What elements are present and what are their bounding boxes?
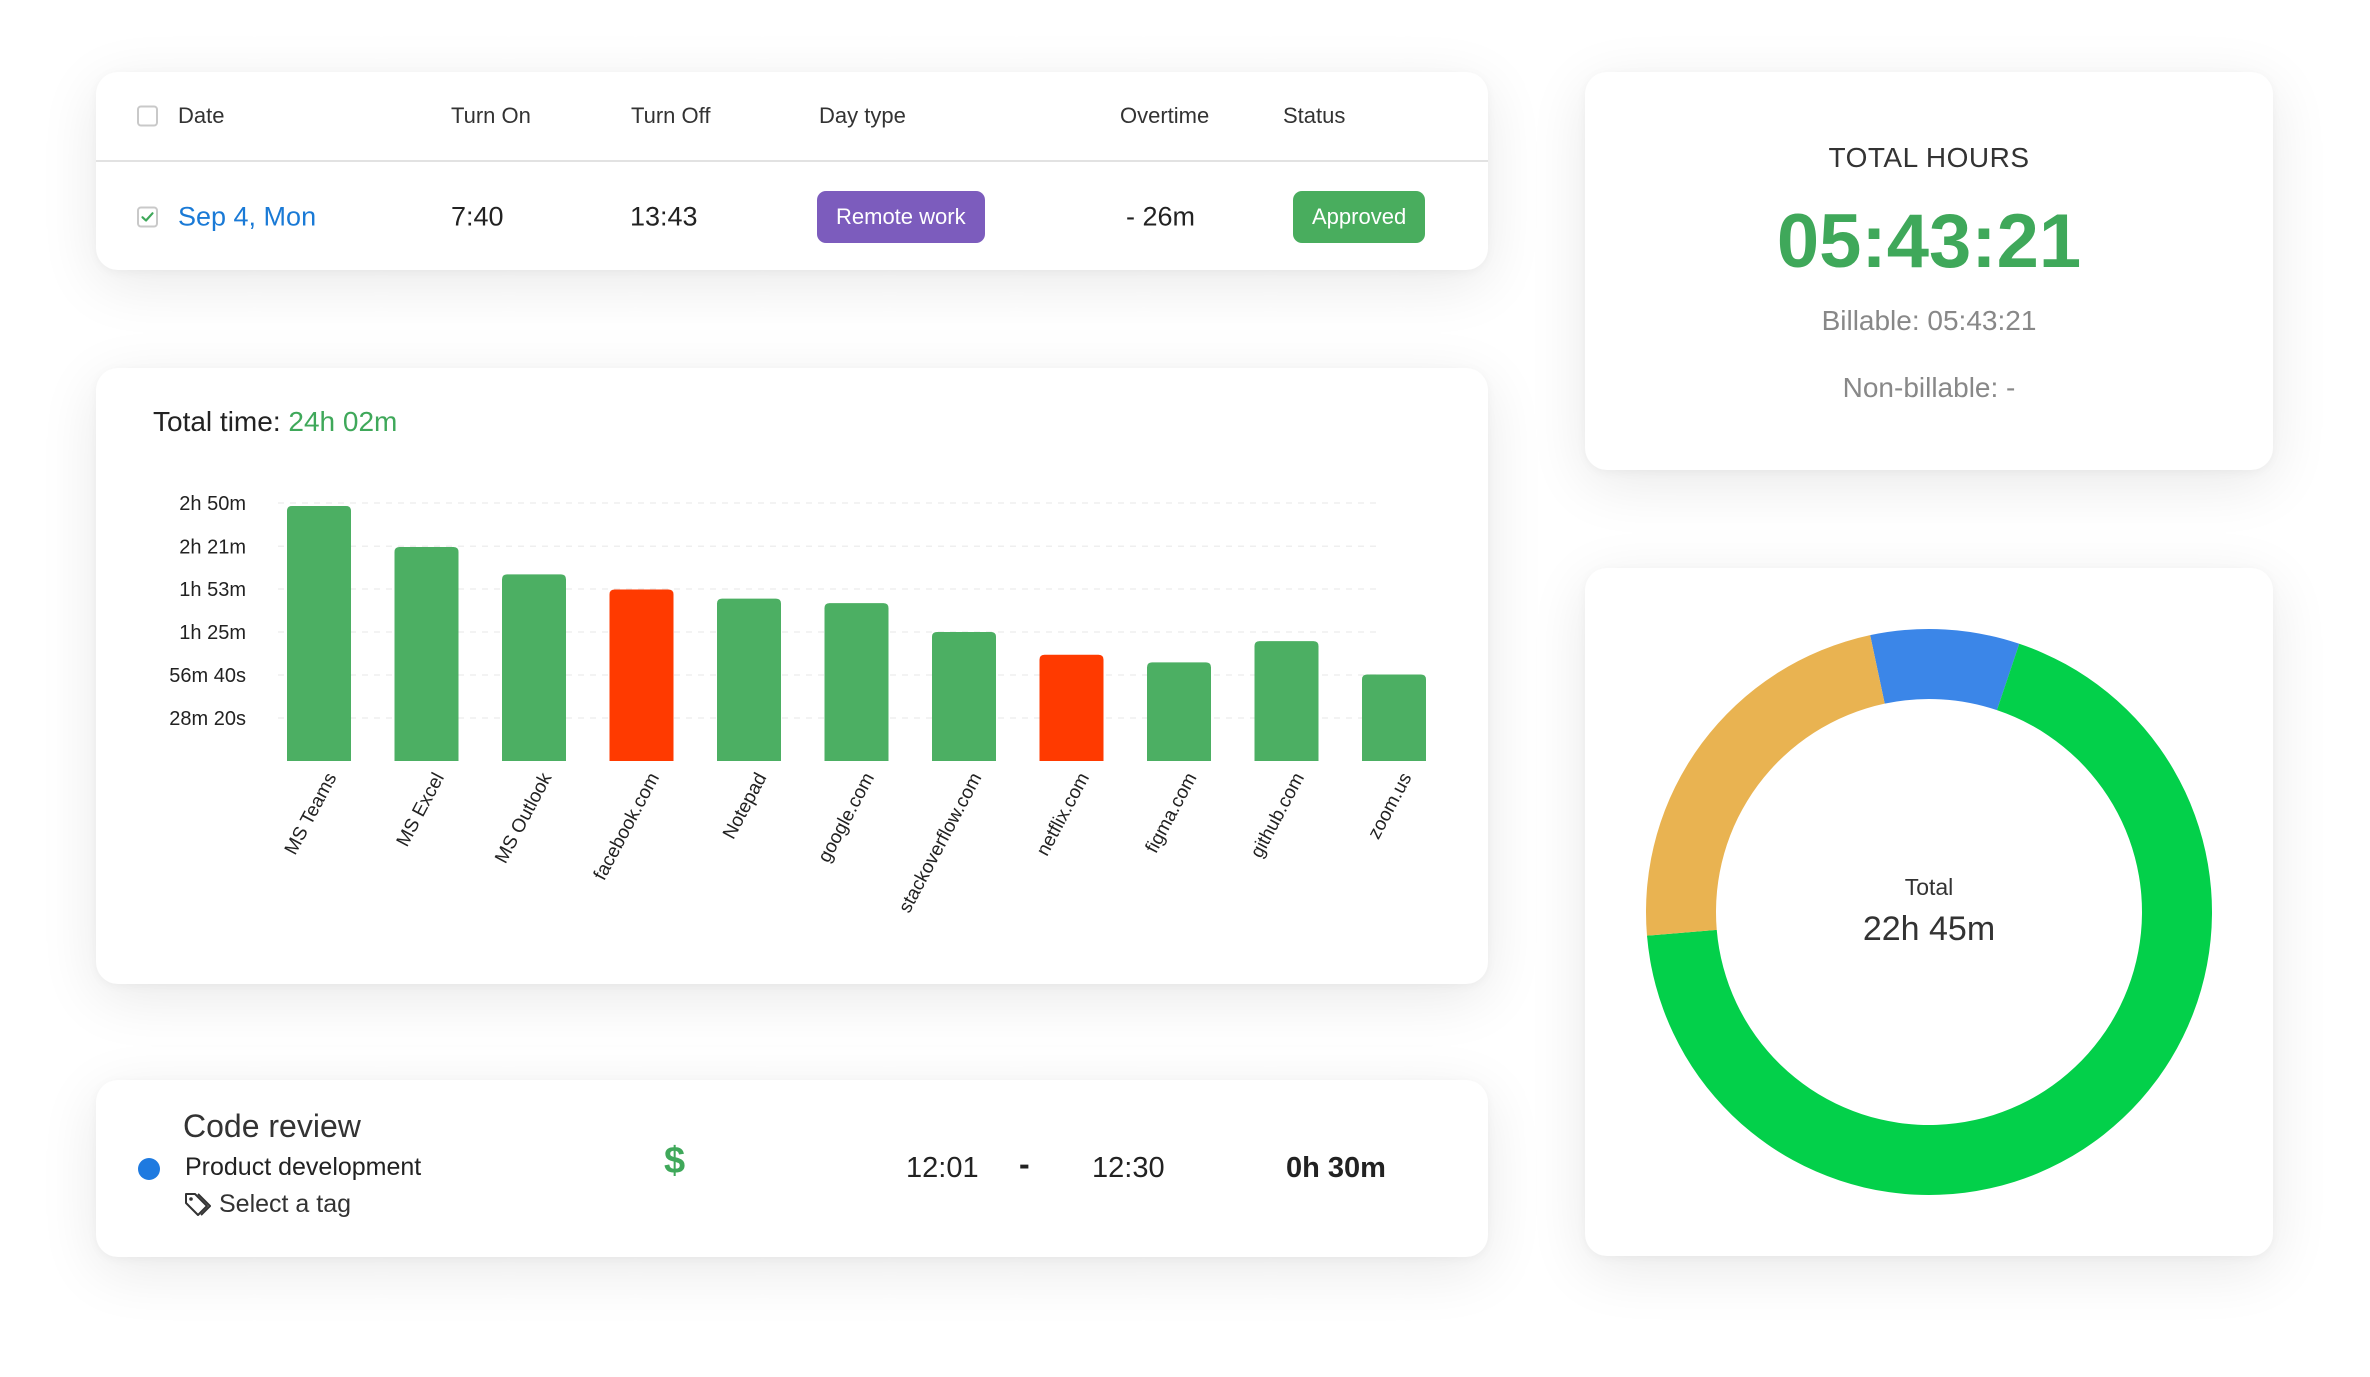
chart-title: Total time: 24h 02m — [153, 406, 397, 438]
bar-google-com[interactable] — [824, 603, 889, 761]
summary-donut-card: Total 22h 45m — [1585, 568, 2273, 1256]
total-time-label: Total time: — [153, 406, 281, 437]
x-tick-label: github.com — [1247, 769, 1309, 861]
non-billable-hours: Non-billable: - — [1842, 372, 2016, 403]
time-entry-card[interactable]: Code review Product development Select a… — [96, 1080, 1488, 1257]
entry-start-time[interactable]: 12:01 — [906, 1152, 979, 1184]
total-hours-card: TOTAL HOURS 05:43:21 Billable: 05:43:21 … — [1585, 72, 2273, 470]
row-checkbox[interactable] — [137, 206, 158, 228]
bar-ms-excel[interactable] — [394, 547, 459, 761]
check-icon — [141, 212, 154, 222]
column-header-overtime[interactable]: Overtime — [1120, 103, 1210, 128]
select-all-checkbox[interactable] — [137, 105, 158, 127]
bar-facebook-com[interactable] — [609, 589, 674, 761]
x-tick-label: netflix.com — [1033, 769, 1094, 859]
attendance-table-card: Date Turn On Turn Off Day type Overtime … — [96, 72, 1488, 270]
total-hours-label: TOTAL HOURS — [1828, 142, 2030, 173]
bar-ms-outlook[interactable] — [502, 574, 566, 761]
table-row[interactable]: Sep 4, Mon 7:40 13:43 Remote work - 26m … — [96, 164, 1488, 270]
donut-total-label: Total — [1904, 874, 1954, 900]
x-tick-label: zoom.us — [1364, 769, 1416, 842]
donut-total-value: 22h 45m — [1862, 910, 1996, 948]
y-tick-label: 2h 50m — [179, 493, 246, 515]
turn-on-time: 7:40 — [451, 201, 504, 232]
entry-title[interactable]: Code review — [183, 1108, 361, 1144]
y-tick-label: 1h 53m — [179, 579, 246, 601]
tag-selector[interactable]: Select a tag — [183, 1188, 351, 1220]
attendance-table-header: Date Turn On Turn Off Day type Overtime … — [96, 72, 1488, 162]
column-header-day-type[interactable]: Day type — [819, 103, 906, 128]
bar-figma-com[interactable] — [1147, 662, 1211, 761]
column-header-turn-off[interactable]: Turn Off — [631, 103, 711, 128]
status-badge[interactable]: Approved — [1293, 191, 1426, 243]
y-tick-label: 1h 25m — [179, 622, 246, 644]
entry-end-time[interactable]: 12:30 — [1092, 1152, 1165, 1184]
date-link[interactable]: Sep 4, Mon — [178, 201, 317, 232]
x-tick-label: MS Teams — [281, 769, 342, 858]
summary-donut-chart — [1646, 629, 2212, 1195]
billable-dollar-icon[interactable]: $ — [664, 1140, 686, 1182]
x-tick-label: MS Excel — [393, 769, 449, 850]
tag-icon — [185, 1193, 211, 1216]
project-color-dot — [138, 1158, 160, 1180]
bar-notepad[interactable] — [717, 598, 781, 761]
x-tick-label: MS Outlook — [491, 769, 556, 867]
turn-off-time: 13:43 — [630, 201, 698, 232]
column-header-date[interactable]: Date — [178, 103, 225, 128]
x-tick-label: facebook.com — [590, 769, 664, 883]
column-header-turn-on[interactable]: Turn On — [451, 103, 531, 128]
bar-netflix-com[interactable] — [1039, 654, 1104, 761]
y-tick-label: 28m 20s — [169, 708, 246, 730]
y-tick-label: 2h 21m — [179, 536, 246, 558]
activity-chart-card: Total time: 24h 02m 2h 50m 2h 21m 1h 53m 1h… — [96, 368, 1488, 984]
y-tick-label: 56m 40s — [169, 665, 246, 687]
donut-segment-1[interactable] — [1870, 629, 2020, 711]
bar-github-com[interactable] — [1254, 641, 1319, 761]
x-tick-label: google.com — [814, 769, 879, 866]
bar-zoom-us[interactable] — [1362, 674, 1426, 761]
bar-ms-teams[interactable] — [287, 506, 351, 761]
donut-segment-3[interactable] — [1646, 635, 1885, 936]
entry-duration: 0h 30m — [1286, 1152, 1386, 1184]
bar-stackoverflow-com[interactable] — [932, 632, 996, 761]
activity-bar-chart: 2h 50m 2h 21m 1h 53m 1h 25m 56m 40s 28m 20s MS… — [169, 493, 1426, 916]
billable-hours: Billable: 05:43:21 — [1821, 305, 2037, 336]
x-tick-label: figma.com — [1142, 769, 1202, 856]
x-tick-label: Notepad — [719, 769, 771, 842]
total-time-value: 24h 02m — [288, 406, 398, 437]
overtime-value: - 26m — [1126, 201, 1196, 232]
total-hours-value: 05:43:21 — [1776, 199, 2082, 284]
time-range-separator: - — [1019, 1146, 1030, 1182]
x-tick-label: stackoverflow.com — [895, 769, 986, 916]
tag-selector-label: Select a tag — [219, 1189, 352, 1218]
column-header-status[interactable]: Status — [1283, 103, 1346, 128]
entry-project[interactable]: Product development — [185, 1153, 422, 1181]
day-type-badge[interactable]: Remote work — [817, 191, 985, 243]
